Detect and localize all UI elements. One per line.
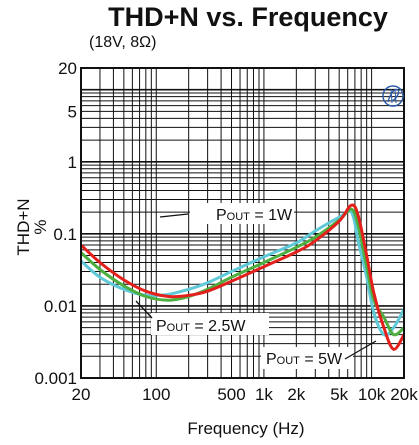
annotation-leader xyxy=(344,340,377,360)
y-tick-label: 0.01 xyxy=(44,297,77,316)
annotation-leader xyxy=(135,300,153,319)
y-tick-label: 0.1 xyxy=(53,225,77,244)
y-tick-label: 1 xyxy=(68,153,77,172)
x-axis-label: Frequency (Hz) xyxy=(187,419,304,438)
x-tick-label: 10k xyxy=(358,385,386,404)
series-line-2 xyxy=(80,207,405,337)
annotation-pout-3: POUT = 5W xyxy=(266,351,343,368)
annotation-leader xyxy=(159,213,189,218)
y-tick-label: 0.001 xyxy=(34,369,77,388)
plot-frame xyxy=(80,67,405,379)
y-tick-label: 5 xyxy=(68,102,77,121)
x-tick-label: 100 xyxy=(142,385,170,404)
tick-labels: 20 100 500 1k 2k 5k 10k 20k 20 5 1 0.1 0.01 0.001 xyxy=(34,59,418,404)
chart-title: THD+N vs. Frequency xyxy=(108,2,388,32)
annotation-bg xyxy=(261,347,353,369)
y-tick-label: 20 xyxy=(58,59,77,78)
pb-free-logo xyxy=(382,85,404,107)
series-line-3 xyxy=(79,203,406,351)
annotation-bg xyxy=(151,313,269,335)
annotation-pout-1: POUT = 1W xyxy=(216,207,293,224)
x-tick-label: 500 xyxy=(217,385,245,404)
series-group xyxy=(79,203,406,351)
annotation-pout-2: POUT = 2.5W xyxy=(156,318,246,335)
x-tick-label: 5k xyxy=(330,385,348,404)
x-tick-label: 1k xyxy=(255,385,273,404)
y-axis-label-text: THD+N% xyxy=(14,198,50,255)
x-tick-label: 20k xyxy=(390,385,418,404)
chart-subtitle: (18V, 8Ω) xyxy=(89,34,156,51)
x-tick-label: 20 xyxy=(72,385,91,404)
x-tick-label: 2k xyxy=(287,385,305,404)
y-axis-label: THD+N% xyxy=(14,198,50,255)
annotations: POUT = 1W POUT = 2.5W POUT = 5W xyxy=(135,203,377,369)
annotation-bg xyxy=(190,203,294,224)
